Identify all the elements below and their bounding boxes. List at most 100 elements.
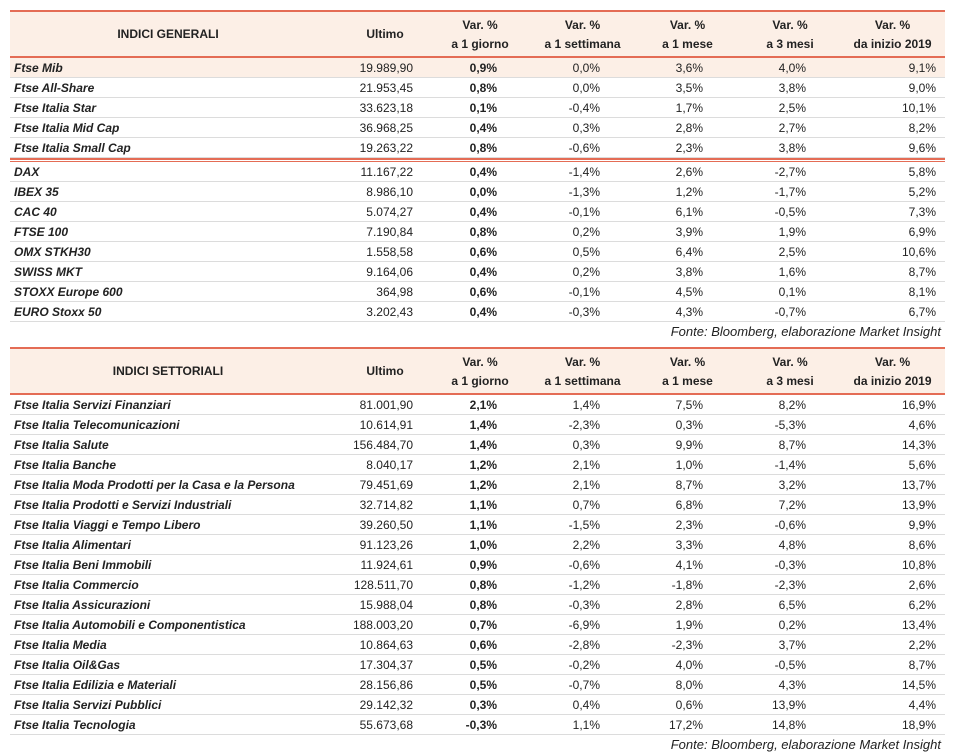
header-change: Var. % a 1 giorno	[430, 349, 530, 393]
table-row: Ftse Italia Commercio 128.511,70 0,8% -1,2%…	[10, 575, 945, 595]
index-name: Ftse All-Share	[14, 80, 95, 95]
cell: 0,5%	[469, 657, 497, 672]
cell: 2,3%	[675, 517, 703, 532]
cell: 0,8%	[469, 224, 497, 239]
cell: 0,4%	[469, 164, 497, 179]
cell: 5,8%	[908, 164, 936, 179]
cell: 9,9%	[675, 437, 703, 452]
cell: 8,0%	[675, 677, 703, 692]
cell: 9,0%	[908, 80, 936, 95]
cell: 0,3%	[675, 417, 703, 432]
index-name: FTSE 100	[14, 224, 69, 239]
table-row: Ftse Italia Prodotti e Servizi Industria…	[10, 495, 945, 515]
cell: 16,9%	[901, 397, 936, 412]
cell: 10,1%	[901, 100, 936, 115]
table-row: Ftse Italia Media 10.864,63 0,6% -2,8% -2,3%…	[10, 635, 945, 655]
table-row: CAC 40 5.074,27 0,4% -0,1% 6,1% -0,5% 7,3%	[10, 202, 945, 222]
cell: -1,2%	[568, 577, 600, 592]
cell: 10,8%	[901, 557, 936, 572]
index-name: Ftse Italia Media	[14, 637, 107, 652]
cell: 0,0%	[572, 60, 600, 75]
cell: 8,2%	[778, 397, 806, 412]
cell: 11.167,22	[360, 164, 414, 179]
header-line: a 1 giorno	[451, 36, 509, 51]
cell: 1,9%	[778, 224, 806, 239]
cell: -0,7%	[774, 304, 806, 319]
header-change: Var. % a 1 mese	[635, 12, 740, 56]
cell: 1,6%	[778, 264, 806, 279]
table-header: INDICI GENERALI Ultimo Var. % a 1 giorno Var…	[10, 10, 945, 58]
cell: -0,1%	[568, 284, 600, 299]
cell: 10.614,91	[359, 417, 413, 432]
header-line: Var. %	[669, 354, 706, 369]
cell: 6,4%	[675, 244, 703, 259]
header-line: a 3 mesi	[766, 36, 814, 51]
cell: 0,2%	[572, 224, 600, 239]
index-name: Ftse Italia Edilizia e Materiali	[14, 677, 177, 692]
cell: -2,8%	[568, 637, 600, 652]
index-name: Ftse Italia Moda Prodotti per la Casa e …	[14, 477, 295, 492]
cell: -0,3%	[568, 304, 600, 319]
table-row: Ftse Italia Assicurazioni 15.988,04 0,8% -0…	[10, 595, 945, 615]
cell: 1,0%	[469, 537, 497, 552]
cell: 55.673,68	[359, 717, 413, 732]
cell: 4,0%	[778, 60, 806, 75]
header-line: Var. %	[564, 17, 601, 32]
table-row: Ftse Italia Star 33.623,18 0,1% -0,4% 1,7% 2,…	[10, 98, 945, 118]
header-line: Var. %	[772, 354, 808, 369]
table-row: Ftse Italia Telecomunicazioni 10.614,91 1,…	[10, 415, 945, 435]
cell: 13,9%	[901, 497, 936, 512]
cell: -0,5%	[774, 204, 806, 219]
header-change: Var. % a 1 settimana	[530, 349, 635, 393]
cell: 39.260,50	[359, 517, 413, 532]
cell: 5,2%	[908, 184, 936, 199]
cell: 1,1%	[469, 517, 497, 532]
cell: 17,2%	[668, 717, 703, 732]
cell: 19.263,22	[359, 140, 413, 155]
header-label: INDICI GENERALI	[117, 27, 219, 41]
cell: 14,8%	[771, 717, 806, 732]
cell: 36.968,25	[359, 120, 413, 135]
index-name: Ftse Italia Telecomunicazioni	[14, 417, 180, 432]
index-name: Ftse Italia Automobili e Componentistica	[14, 617, 246, 632]
header-line: Var. %	[874, 17, 911, 32]
cell: 6,9%	[908, 224, 936, 239]
cell: 4,1%	[675, 557, 703, 572]
table-row: Ftse Italia Viaggi e Tempo Libero 39.260,…	[10, 515, 945, 535]
cell: 4,3%	[778, 677, 806, 692]
cell: 4,3%	[675, 304, 703, 319]
cell: 28.156,86	[359, 677, 413, 692]
cell: 4,4%	[908, 697, 936, 712]
cell: 0,6%	[469, 284, 497, 299]
cell: 21.953,45	[359, 80, 413, 95]
table-header: INDICI SETTORIALI Ultimo Var. % a 1 giorno V…	[10, 347, 945, 395]
cell: -1,4%	[774, 457, 806, 472]
cell: 0,4%	[469, 264, 497, 279]
cell: 18,9%	[901, 717, 936, 732]
cell: 8,7%	[908, 657, 936, 672]
header-last: Ultimo	[366, 364, 404, 378]
cell: 1,9%	[675, 617, 703, 632]
cell: 0,7%	[572, 497, 600, 512]
cell: 0,2%	[778, 617, 806, 632]
index-name: Ftse Italia Mid Cap	[14, 120, 120, 135]
cell: -6,9%	[568, 617, 600, 632]
cell: 0,0%	[469, 184, 497, 199]
cell: 1,2%	[675, 184, 703, 199]
header-line: a 1 mese	[662, 373, 713, 388]
index-name: Ftse Italia Alimentari	[14, 537, 131, 552]
index-name: Ftse Mib	[14, 60, 63, 75]
header-change: Var. % a 1 mese	[635, 349, 740, 393]
index-name: Ftse Italia Servizi Pubblici	[14, 697, 162, 712]
header-change: Var. % da inizio 2019	[840, 12, 945, 56]
cell: 6,5%	[778, 597, 806, 612]
cell: -0,5%	[774, 657, 806, 672]
header-line: Var. %	[669, 17, 706, 32]
header-line: da inizio 2019	[853, 373, 932, 388]
header-label: INDICI SETTORIALI	[112, 364, 224, 378]
cell: 4,0%	[675, 657, 703, 672]
cell: 14,5%	[901, 677, 936, 692]
table-row: IBEX 35 8.986,10 0,0% -1,3% 1,2% -1,7% 5,2%	[10, 182, 945, 202]
cell: 0,4%	[469, 204, 497, 219]
cell: 10.864,63	[359, 637, 413, 652]
